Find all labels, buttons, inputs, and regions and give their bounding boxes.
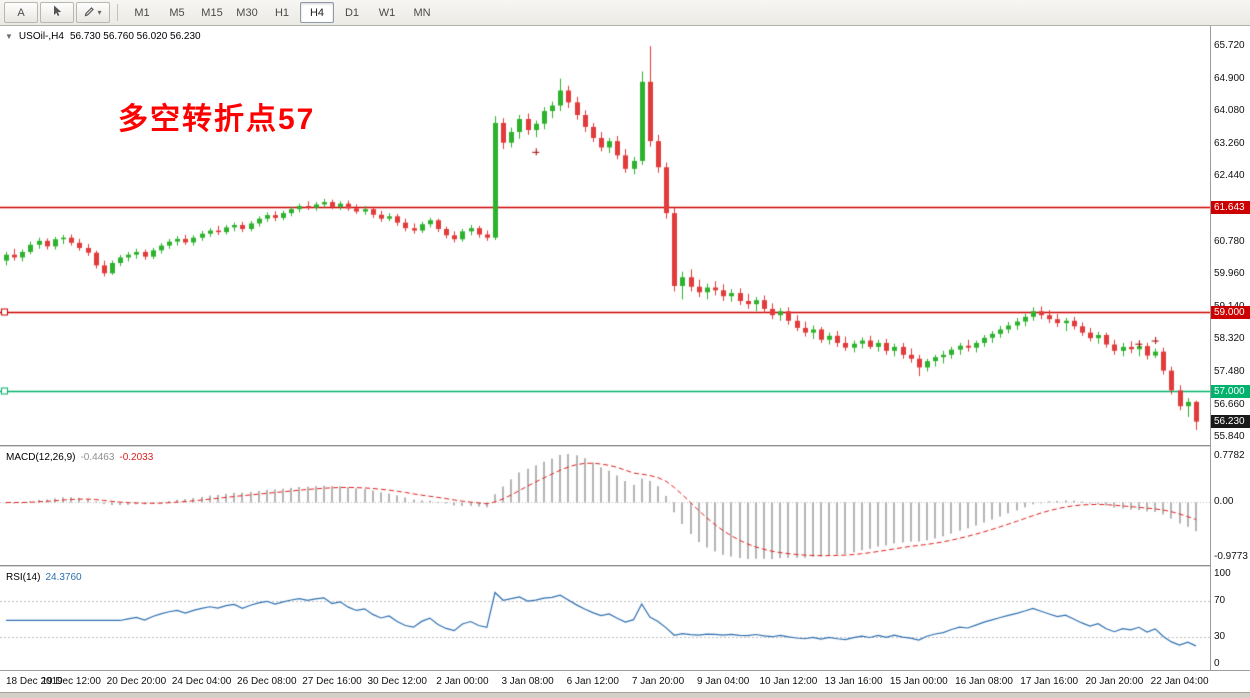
macd-signal-value: -0.2033 bbox=[119, 452, 154, 463]
price-axis-label: -0.9773 bbox=[1214, 551, 1248, 562]
price-axis-label: 64.080 bbox=[1214, 105, 1245, 117]
toolbar-separator bbox=[117, 4, 118, 21]
cursor-tool-button[interactable] bbox=[40, 2, 74, 23]
price-axis[interactable]: 65.720 64.900 64.080 63.260 62.440 60.780 59.9… bbox=[1210, 26, 1250, 670]
symbol-header: ▼ USOil-,H4 56.730 56.760 56.020 56.230 bbox=[5, 31, 201, 42]
time-axis-label: 20 Jan 20:00 bbox=[1085, 676, 1144, 687]
timeframe-m1-button[interactable]: M1 bbox=[134, 6, 150, 19]
rsi-panel-canvas[interactable] bbox=[0, 568, 1210, 670]
timeframe-h4-button[interactable]: H4 bbox=[300, 2, 334, 23]
time-axis-label: 24 Dec 04:00 bbox=[171, 676, 232, 687]
timeframe-h1-button[interactable]: H1 bbox=[274, 6, 290, 19]
chevron-down-icon: ▾ bbox=[97, 8, 102, 17]
timeframe-m15-button[interactable]: M15 bbox=[201, 6, 223, 19]
price-axis-label: 64.900 bbox=[1214, 72, 1245, 84]
price-axis-label: 59.960 bbox=[1214, 268, 1245, 280]
price-axis-label: 0 bbox=[1214, 658, 1220, 669]
time-axis[interactable]: 18 Dec 2019 19 Dec 12:00 20 Dec 20:00 24 De… bbox=[0, 670, 1250, 692]
price-axis-label: 70 bbox=[1214, 595, 1226, 606]
time-axis-label: 16 Jan 08:00 bbox=[955, 676, 1013, 687]
price-axis-label: 30 bbox=[1214, 631, 1226, 642]
time-axis-label: 7 Jan 20:00 bbox=[631, 676, 685, 687]
timeframe-m5-button[interactable]: M5 bbox=[169, 6, 185, 19]
price-axis-label: 56.660 bbox=[1214, 398, 1245, 410]
time-axis-label: 9 Jan 04:00 bbox=[697, 676, 750, 687]
time-axis-label: 26 Dec 08:00 bbox=[237, 676, 297, 687]
timeframe-mn-button[interactable]: MN bbox=[413, 6, 431, 19]
chart-annotation-text: 多空转折点57 bbox=[118, 103, 316, 136]
rsi-name: RSI(14) bbox=[6, 572, 41, 583]
main-chart-canvas[interactable] bbox=[0, 26, 1210, 445]
price-axis-label: 62.440 bbox=[1214, 169, 1245, 181]
chevron-down-icon[interactable]: ▼ bbox=[5, 32, 13, 41]
rsi-value: 24.3760 bbox=[45, 572, 82, 583]
price-axis-label: 57.480 bbox=[1214, 366, 1245, 378]
price-tag: 59.000 bbox=[1211, 305, 1250, 319]
time-axis-label: 19 Dec 12:00 bbox=[41, 676, 101, 687]
price-axis-label: 60.780 bbox=[1214, 235, 1245, 247]
price-axis-label: 63.260 bbox=[1214, 137, 1245, 149]
ohlc-values: 56.730 56.760 56.020 56.230 bbox=[69, 31, 201, 42]
timeframe-d1-button[interactable]: D1 bbox=[344, 6, 360, 19]
macd-name: MACD(12,26,9) bbox=[6, 452, 76, 463]
timeframe-w1-button[interactable]: W1 bbox=[378, 6, 396, 19]
price-axis-label: 58.320 bbox=[1214, 332, 1245, 344]
text-tool-button[interactable]: A bbox=[4, 2, 38, 23]
macd-panel-canvas[interactable] bbox=[0, 448, 1210, 565]
time-axis-label: 6 Jan 12:00 bbox=[566, 676, 619, 687]
toolbar: A ▾ M1 M5 M15 M30 H1 H4 D1 W1 MN bbox=[0, 0, 1250, 26]
window-bottom-edge bbox=[0, 692, 1250, 698]
price-axis-label: 65.720 bbox=[1214, 40, 1245, 52]
time-axis-label: 17 Jan 16:00 bbox=[1020, 676, 1079, 687]
price-tag: 56.230 bbox=[1211, 415, 1250, 429]
time-axis-label: 15 Jan 00:00 bbox=[889, 676, 948, 687]
price-tag: 57.000 bbox=[1211, 384, 1250, 398]
timeframe-group: M1 M5 M15 M30 H1 H4 D1 W1 MN bbox=[125, 2, 439, 23]
price-axis-label: 100 bbox=[1214, 568, 1231, 579]
time-axis-label: 10 Jan 12:00 bbox=[759, 676, 818, 687]
draw-tool-dropdown[interactable]: ▾ bbox=[76, 2, 110, 23]
time-axis-label: 27 Dec 16:00 bbox=[302, 676, 362, 687]
time-axis-label: 13 Jan 16:00 bbox=[824, 676, 883, 687]
macd-main-value: -0.4463 bbox=[80, 452, 115, 463]
pencil-icon bbox=[84, 6, 95, 20]
time-axis-label: 30 Dec 12:00 bbox=[367, 676, 427, 687]
price-axis-label: 0.00 bbox=[1214, 496, 1234, 508]
macd-label: MACD(12,26,9) -0.4463 -0.2033 bbox=[6, 452, 153, 463]
price-axis-label: 0.7782 bbox=[1214, 450, 1245, 461]
time-axis-label: 20 Dec 20:00 bbox=[106, 676, 167, 687]
time-axis-label: 18 Dec 2019 bbox=[6, 676, 63, 687]
cursor-icon bbox=[52, 5, 63, 20]
rsi-label: RSI(14) 24.3760 bbox=[6, 572, 82, 583]
panel-splitter[interactable] bbox=[0, 445, 1250, 448]
price-tag: 61.643 bbox=[1211, 200, 1250, 214]
panel-splitter[interactable] bbox=[0, 565, 1250, 568]
time-axis-label: 3 Jan 08:00 bbox=[501, 676, 554, 687]
time-axis-label: 22 Jan 04:00 bbox=[1150, 676, 1209, 687]
price-axis-label: 55.840 bbox=[1214, 431, 1245, 443]
symbol-name: USOil-,H4 bbox=[18, 31, 64, 42]
time-axis-label: 2 Jan 00:00 bbox=[436, 676, 489, 687]
timeframe-m30-button[interactable]: M30 bbox=[236, 6, 258, 19]
